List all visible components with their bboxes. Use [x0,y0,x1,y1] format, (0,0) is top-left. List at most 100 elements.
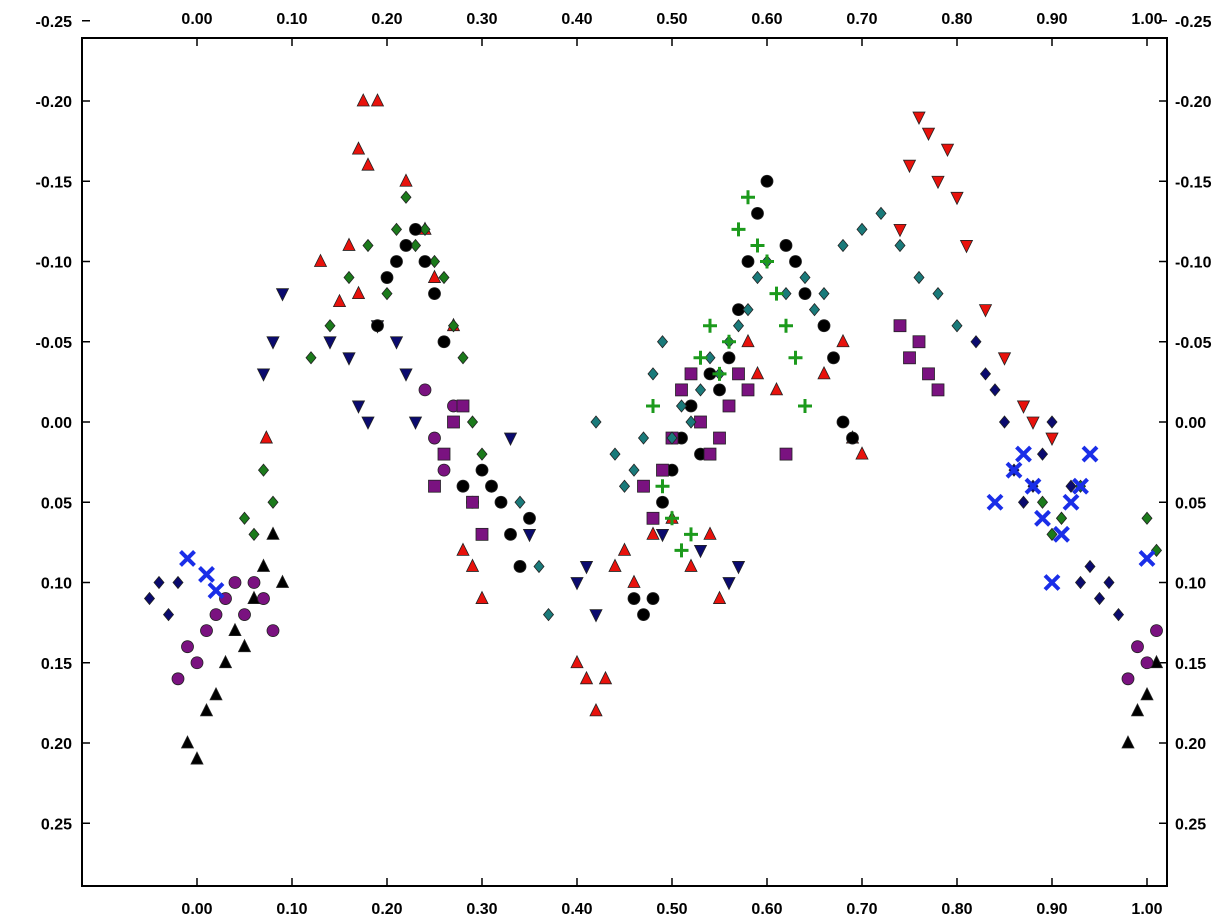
data-point [1093,591,1106,606]
y-tick-label-left: 0.15 [41,656,72,673]
data-point [779,447,793,461]
data-point [162,607,175,622]
data-point [256,558,271,572]
data-point [675,399,688,413]
y-tick-label-left: 0.05 [41,495,72,512]
data-point [598,670,613,685]
data-point [712,590,727,604]
data-point [912,335,926,349]
data-point [646,592,660,605]
data-point [228,622,242,637]
data-point [628,463,640,477]
data-point [1015,445,1032,463]
x-tick-label-bottom: 0.20 [371,901,402,918]
data-point [921,127,936,141]
data-point [760,174,774,188]
data-point [627,574,641,588]
data-point [579,561,594,575]
data-point [647,367,659,381]
data-point [475,527,489,541]
data-point [893,223,907,238]
data-point [655,479,670,494]
data-point [836,333,850,348]
data-point [685,415,697,429]
data-point [712,366,727,381]
data-point [780,286,792,301]
x-tick-label-top: 0.90 [1036,11,1067,28]
data-point [1103,575,1115,590]
data-point [704,351,716,365]
data-point [750,238,765,253]
data-point [305,351,317,365]
data-point [143,591,156,606]
y-tick-label-right: 0.00 [1175,415,1206,432]
data-point [1141,511,1153,525]
data-point [153,575,165,590]
data-point [742,303,754,317]
data-point [351,141,366,155]
data-point [836,415,850,429]
data-point [370,93,385,107]
data-point [1130,703,1145,717]
data-point [248,527,260,541]
data-point [589,703,603,717]
data-point [399,239,413,252]
data-point [209,686,223,701]
data-point [1046,527,1058,541]
y-tick-label-left: 0.10 [41,576,72,593]
data-point [514,495,526,509]
data-point [627,592,641,605]
x-tick-label-bottom: 0.10 [276,901,307,918]
data-point [523,511,536,525]
data-point [200,624,213,638]
data-point [1024,477,1042,495]
data-points [143,93,1164,765]
data-point [760,254,774,269]
data-point [894,238,906,253]
data-point [694,383,707,397]
data-point [931,175,945,190]
data-point [466,415,479,429]
x-tick-label-top: 0.30 [466,11,497,28]
data-point [675,383,688,397]
x-tick-label-bottom: 0.90 [1036,901,1067,918]
data-point [893,319,907,333]
data-point [1084,559,1096,574]
axis-tick-labels: 0.00 0.00 0.10 0.10 0.20 0.20 0.30 0.30 0.40 0.40… [36,11,1212,918]
data-point [703,318,717,333]
data-point [1138,550,1156,567]
axis-ticks [82,20,1167,886]
data-point [380,271,394,284]
data-point [779,239,793,252]
data-point [769,382,784,396]
y-tick-label-right: -0.15 [1175,174,1212,191]
data-point [351,285,366,300]
data-point [172,575,184,590]
data-point [1046,415,1058,429]
y-tick-label-left: 0.20 [41,736,72,753]
y-tick-label-right: -0.10 [1175,255,1212,272]
data-point [408,416,423,430]
y-tick-label-left: -0.10 [36,255,73,272]
data-point [818,286,830,301]
data-point [788,350,803,365]
data-point [428,431,441,445]
x-tick-label-bottom: 0.40 [561,901,592,918]
data-point [684,527,698,542]
data-point [951,319,963,333]
data-point [799,270,811,285]
x-tick-label-top: 0.80 [941,11,972,28]
data-point [741,255,755,268]
data-point [371,319,384,333]
data-point [970,335,982,349]
data-point [427,269,442,283]
data-point [655,528,670,543]
x-tick-label-top: 0.00 [181,11,212,28]
data-point [656,495,669,509]
data-point [542,607,555,622]
x-tick-label-top: 0.20 [371,11,402,28]
data-point [351,400,366,414]
data-point [190,656,204,670]
data-point [323,336,337,350]
